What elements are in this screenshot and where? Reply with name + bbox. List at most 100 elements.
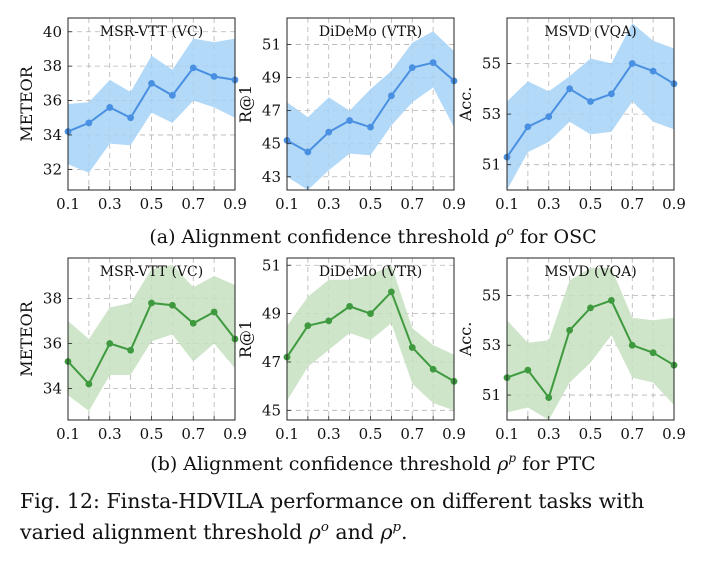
chart-b-1-band [68, 264, 235, 411]
row-caption-a: (a) Alignment confidence threshold ρo fo… [149, 224, 596, 248]
chart-b-2-band [287, 265, 454, 411]
chart-b-2-point [367, 310, 374, 318]
chart-a-2-ytick-label: 45 [262, 135, 281, 153]
chart-a-3-title: MSVD (VQA) [544, 24, 636, 40]
chart-b-2-ytick-label: 45 [262, 401, 281, 419]
chart-a-2-xtick-label: 0.5 [359, 195, 383, 213]
chart-a-2-point [304, 148, 312, 156]
chart-b-1-point [85, 380, 93, 388]
chart-a-1: 0.1 0.3 0.5 0.7 0.9 32 34 36 38 40 MSR-VTT (VC) MET… [17, 17, 247, 213]
chart-a-2-point [346, 117, 354, 124]
chart-a-1-point [85, 119, 93, 127]
chart-b-1-point [210, 308, 218, 316]
chart-b-2-point [387, 288, 395, 296]
chart-a-1-ytick-label: 40 [43, 23, 62, 41]
chart-b-2-xtick-label: 0.5 [359, 425, 383, 443]
chart-b-2-ylabel: R@1 [236, 320, 255, 358]
chart-b-3-point [649, 349, 657, 357]
chart-b-3-point [545, 394, 553, 401]
chart-a-3-point [545, 113, 553, 121]
chart-a-3-xtick-label: 0.3 [537, 195, 561, 213]
chart-b-3-point [607, 296, 615, 304]
chart-b-3-title: MSVD (VQA) [544, 264, 636, 280]
chart-a-3: 0.1 0.3 0.5 0.7 0.9 51 53 55 MSVD (VQA) Acc. [456, 17, 686, 213]
chart-a-1-xtick-label: 0.7 [181, 195, 205, 213]
chart-a-1-title: MSR-VTT (VC) [100, 24, 203, 40]
chart-a-3-xtick-label: 0.5 [579, 195, 603, 213]
chart-b-2-ytick-label: 47 [262, 353, 281, 371]
chart-b-3-ytick-label: 55 [482, 286, 501, 304]
chart-a-3-xtick-label: 0.9 [662, 195, 686, 213]
chart-a-1-point [189, 64, 197, 72]
chart-a-2: 0.1 0.3 0.5 0.7 0.9 43 45 47 49 51 DiDeMo (VTR) R@1 [236, 17, 466, 213]
chart-b-1-ylabel: METEOR [17, 300, 36, 377]
chart-a-1-ytick-label: 32 [43, 160, 62, 178]
chart-b-1-point [106, 340, 114, 347]
chart-b-2-point [304, 322, 312, 330]
chart-panels: 0.1 0.3 0.5 0.7 0.9 32 34 36 38 40 MSR-VTT (VC) MET… [17, 17, 686, 443]
chart-b-2-xtick-label: 0.7 [400, 425, 424, 443]
chart-b-3-xtick-label: 0.5 [579, 425, 603, 443]
chart-b-3-point [587, 304, 594, 312]
chart-a-1-xtick-label: 0.3 [98, 195, 122, 213]
chart-a-1-point [106, 104, 114, 111]
chart-b-2-ytick-label: 51 [262, 256, 281, 274]
row-caption-b: (b) Alignment confidence threshold ρp fo… [150, 451, 595, 475]
chart-b-3-point [628, 341, 636, 349]
chart-a-1-ylabel: METEOR [17, 65, 36, 142]
chart-a-2-point [367, 123, 374, 131]
chart-b-3-xtick-label: 0.9 [662, 425, 686, 443]
chart-a-3-xtick-label: 0.7 [620, 195, 644, 213]
chart-b-2-point [325, 317, 333, 325]
chart-a-3-ytick-label: 55 [482, 55, 501, 73]
chart-b-3-ylabel: Acc. [456, 322, 475, 358]
chart-b-3-xtick-label: 0.1 [495, 425, 519, 443]
chart-b-3: 0.1 0.3 0.5 0.7 0.9 51 53 55 MSVD (VQA) Acc. [456, 257, 686, 443]
chart-a-1-point [148, 79, 155, 87]
chart-a-2-ytick-label: 51 [262, 35, 281, 53]
chart-b-1-point [189, 319, 197, 327]
chart-a-3-ytick-label: 51 [482, 156, 501, 174]
chart-a-3-point [649, 67, 657, 75]
chart-b-3-ytick-label: 51 [482, 386, 501, 404]
chart-b-1-ytick-label: 38 [43, 290, 62, 308]
chart-a-3-point [524, 123, 532, 131]
chart-a-2-point [408, 64, 416, 72]
chart-a-1-band [68, 38, 235, 173]
chart-a-3-point [566, 85, 574, 93]
chart-a-2-point [325, 128, 333, 136]
chart-b-2-point [346, 302, 354, 310]
chart-a-2-ytick-label: 47 [262, 102, 281, 120]
chart-a-2-point [429, 59, 437, 67]
figure-caption: Fig. 12: Finsta-HDVILA performance on di… [20, 489, 645, 544]
chart-a-1-xtick-label: 0.1 [56, 195, 80, 213]
chart-b-3-xtick-label: 0.3 [537, 425, 561, 443]
chart-b-3-ytick-label: 53 [482, 336, 501, 354]
chart-a-2-xtick-label: 0.1 [275, 195, 299, 213]
chart-b-1-point [148, 299, 155, 307]
chart-b-1-xtick-label: 0.7 [181, 425, 205, 443]
chart-b-2-xtick-label: 0.3 [317, 425, 341, 443]
chart-b-1: 0.1 0.3 0.5 0.7 0.9 34 36 38 MSR-VTT (VC) METEOR [17, 257, 247, 443]
chart-a-3-ytick-label: 53 [482, 105, 501, 123]
chart-b-1-ytick-label: 34 [43, 380, 62, 398]
chart-b-1-ytick-label: 36 [43, 335, 62, 353]
chart-b-2-point [429, 365, 437, 373]
chart-a-3-xtick-label: 0.1 [495, 195, 519, 213]
chart-a-1-point [210, 73, 218, 80]
chart-b-2-title: DiDeMo (VTR) [319, 264, 422, 280]
chart-b-3-band [507, 268, 674, 420]
chart-b-1-xtick-label: 0.5 [140, 425, 164, 443]
chart-a-1-ytick-label: 36 [43, 92, 62, 110]
chart-a-1-point [127, 114, 135, 122]
chart-a-2-ylabel: R@1 [236, 85, 255, 123]
chart-a-1-xtick-label: 0.5 [140, 195, 164, 213]
chart-a-2-title: DiDeMo (VTR) [319, 24, 422, 40]
chart-a-3-point [587, 98, 594, 105]
chart-b-2-xtick-label: 0.9 [442, 425, 466, 443]
chart-a-2-xtick-label: 0.9 [442, 195, 466, 213]
chart-b-3-point [566, 326, 574, 334]
chart-a-3-point [628, 60, 636, 67]
chart-b-2-point [408, 344, 416, 351]
